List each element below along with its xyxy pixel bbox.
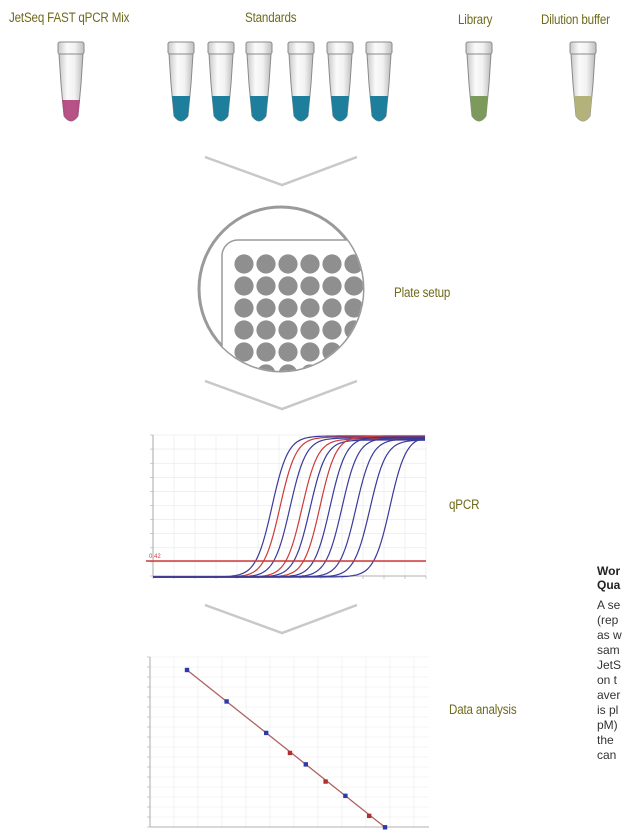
plate-well <box>344 342 363 362</box>
side-text-block: Wor Qua A se (rep as w sam JetS on t ave… <box>597 564 626 763</box>
plate-well <box>256 254 276 274</box>
side-body: A se (rep as w sam JetS on t aver is pl … <box>597 598 626 763</box>
fit-line <box>186 669 386 828</box>
side-line: as w <box>597 628 622 642</box>
standard-point <box>382 825 388 830</box>
std-ticks <box>147 656 150 828</box>
label-dilution-buffer: Dilution buffer <box>541 12 610 27</box>
side-line: sam <box>597 643 620 657</box>
side-line: is pl <box>597 703 619 717</box>
side-line: can <box>597 748 617 762</box>
plate-well <box>322 364 342 371</box>
plate-well <box>300 254 320 274</box>
sample-point <box>287 750 293 756</box>
standard-point <box>264 730 269 736</box>
plate-well <box>322 320 342 340</box>
side-line: A se <box>597 598 621 612</box>
plate-well <box>234 298 254 318</box>
tube-icon <box>57 41 85 122</box>
side-line: pM) <box>597 718 618 732</box>
plate-well <box>278 320 298 340</box>
qpcr-curves <box>153 435 426 578</box>
label-plate-setup: Plate setup <box>394 285 451 300</box>
plate-well <box>256 320 276 340</box>
tube-icon <box>167 41 195 122</box>
plate-well <box>344 364 363 371</box>
plate-well <box>278 276 298 296</box>
side-line: on t <box>597 673 618 687</box>
standard-curve-chart <box>137 652 429 832</box>
plate-96-well-icon <box>197 205 365 373</box>
plate-well <box>234 276 254 296</box>
qpcr-grid <box>152 434 427 577</box>
plate-well <box>234 320 254 340</box>
side-line: (rep <box>597 613 619 627</box>
side-heading-line: Qua <box>597 578 621 592</box>
plate-well <box>278 342 298 362</box>
side-line: JetS <box>597 658 622 672</box>
label-library: Library <box>458 12 493 27</box>
plate-well <box>300 320 320 340</box>
chevron-down-icon <box>204 379 358 411</box>
label-standards: Standards <box>245 10 297 25</box>
label-data-analysis: Data analysis <box>449 702 517 717</box>
tube-icon <box>245 41 273 122</box>
plate-well <box>234 342 254 362</box>
plate-well <box>344 298 363 318</box>
sample-point <box>366 813 372 819</box>
amplification-curve <box>153 437 426 578</box>
side-line: aver <box>597 688 621 702</box>
plate-well <box>256 364 276 371</box>
standard-point <box>343 793 348 799</box>
plate-well <box>322 298 342 318</box>
standard-point <box>184 667 190 673</box>
tube-icon <box>287 41 315 122</box>
standard-point <box>224 699 229 704</box>
side-line: the <box>597 733 614 747</box>
tube-icon <box>365 41 393 122</box>
plate-well <box>256 276 276 296</box>
side-heading-line: Wor <box>597 564 621 578</box>
plate-well <box>322 254 342 274</box>
chevron-down-icon <box>204 155 358 187</box>
plate-well <box>234 364 254 371</box>
plate-well <box>278 298 298 318</box>
standard-point <box>303 762 308 767</box>
plate-well <box>234 254 254 274</box>
side-heading: Wor Qua <box>597 564 626 592</box>
plate-well <box>322 276 342 296</box>
sample-point <box>323 779 328 784</box>
plate-well <box>300 298 320 318</box>
plate-well <box>344 320 363 340</box>
chevron-down-icon <box>204 603 358 635</box>
label-qpcr: qPCR <box>449 497 480 512</box>
plate-well <box>300 342 320 362</box>
plate-well <box>256 298 276 318</box>
plate-well <box>256 342 276 362</box>
plate-well <box>300 276 320 296</box>
plate-well <box>344 276 363 296</box>
plate-well <box>278 364 298 371</box>
qpcr-amplification-chart: 0.42 <box>144 424 434 594</box>
plate-well <box>278 254 298 274</box>
std-points <box>184 667 388 830</box>
tube-icon <box>326 41 354 122</box>
tube-icon <box>569 41 597 122</box>
plate-well <box>344 254 363 274</box>
threshold-label: 0.42 <box>149 554 161 560</box>
tube-icon <box>465 41 493 122</box>
label-jetseq-mix: JetSeq FAST qPCR Mix <box>9 10 130 25</box>
tube-icon <box>207 41 235 122</box>
